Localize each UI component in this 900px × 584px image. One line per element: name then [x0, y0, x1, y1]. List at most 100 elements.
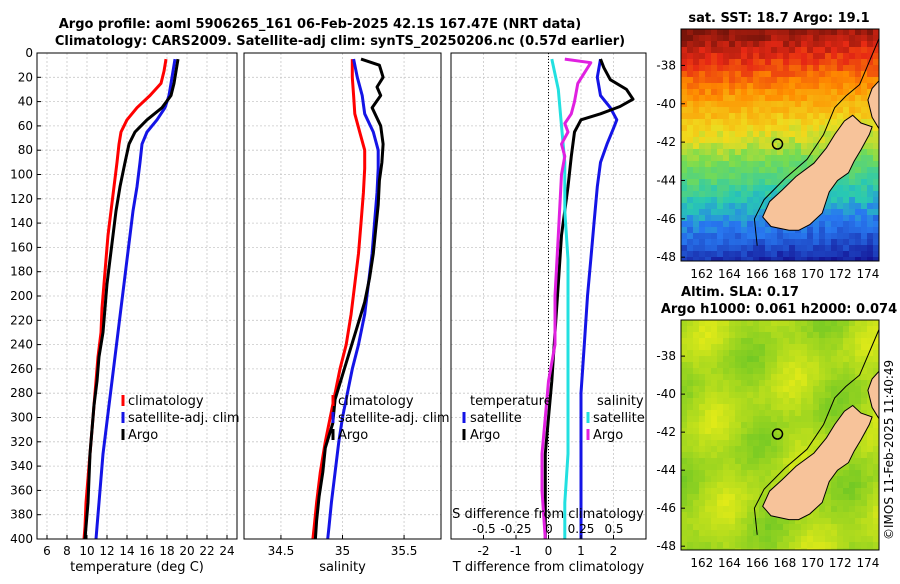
sst-map-cell [693, 101, 699, 107]
sla-map-cell [849, 524, 855, 530]
sla-map-frame [680, 319, 880, 551]
sst-map-cell [735, 143, 741, 149]
sla-map-cell [867, 446, 873, 452]
sst-map-cell [849, 239, 855, 245]
sst-map-cell [735, 185, 741, 191]
sla-map-cell [717, 368, 723, 374]
sla-map-cell [807, 440, 813, 446]
difference-profile-xtick-label: 2 [610, 544, 618, 558]
temperature-profile-xtick-label: 20 [179, 544, 194, 558]
sla-map-cell [861, 404, 867, 410]
sla-map-cell [801, 440, 807, 446]
sla-map-cell [753, 374, 759, 380]
sla-map-cell [705, 512, 711, 518]
sla-map-cell [753, 338, 759, 344]
sla-map-cell [873, 518, 879, 524]
sst-map-cell [873, 191, 879, 197]
sst-map-cell [783, 161, 789, 167]
sst-map-cell [825, 101, 831, 107]
sla-map-cell [807, 380, 813, 386]
sst-map-cell [711, 113, 717, 119]
sst-map-cell [849, 209, 855, 215]
sst-map-cell [729, 197, 735, 203]
sst-map-cell [687, 245, 693, 251]
sla-map-cell [771, 326, 777, 332]
sla-map-cell [729, 380, 735, 386]
sst-map-cell [729, 155, 735, 161]
sla-map-cell [729, 494, 735, 500]
sla-map-cell [687, 446, 693, 452]
sla-map-cell [819, 320, 825, 326]
sla-map-cell [855, 362, 861, 368]
sst-map-cell [765, 167, 771, 173]
sla-map-cell [783, 422, 789, 428]
sla-map-title-2: Argo h1000: 0.061 h2000: 0.074 [661, 302, 897, 317]
sst-map-cell [873, 53, 879, 59]
sla-map-cell [855, 332, 861, 338]
sla-map-cell [795, 374, 801, 380]
sst-map-cell [747, 209, 753, 215]
sla-map-cell [783, 380, 789, 386]
sst-map-cell [735, 173, 741, 179]
sst-map-cell [771, 77, 777, 83]
sst-map-cell [735, 53, 741, 59]
sla-map-cell [855, 470, 861, 476]
sla-map-cell [693, 386, 699, 392]
sst-map-cell [753, 215, 759, 221]
sla-map-cell [705, 392, 711, 398]
salinity-profile-xlabel: salinity [319, 560, 366, 575]
sla-map-cell [843, 368, 849, 374]
sst-map-cell [819, 137, 825, 143]
sst-map-cell [831, 197, 837, 203]
sla-map-cell [807, 416, 813, 422]
sla-map-xtick-label: 164 [718, 556, 741, 570]
sst-map-cell [801, 143, 807, 149]
sla-map-cell [873, 446, 879, 452]
sla-map-cell [717, 488, 723, 494]
sst-map-cell [861, 65, 867, 71]
sst-map-cell [795, 101, 801, 107]
sst-map-cell [801, 71, 807, 77]
sla-map-cell [741, 404, 747, 410]
sla-map-cell [795, 320, 801, 326]
sst-map-cell [813, 149, 819, 155]
sst-map-cell [693, 89, 699, 95]
sla-map-cell [849, 362, 855, 368]
sla-map-cell [729, 476, 735, 482]
sla-map-cell [735, 338, 741, 344]
difference-profile-xtick-label: -1 [510, 544, 522, 558]
sla-map-cell [849, 500, 855, 506]
sst-map-cell [741, 89, 747, 95]
sla-map-cell [717, 374, 723, 380]
sst-map-cell [819, 65, 825, 71]
sst-map-cell [771, 233, 777, 239]
sla-map-cell [741, 512, 747, 518]
sla-map-cell [717, 398, 723, 404]
sla-map-cell [753, 500, 759, 506]
sla-map-cell [705, 458, 711, 464]
sst-map-cell [777, 173, 783, 179]
sst-map-cell [741, 41, 747, 47]
sla-map-cell [831, 410, 837, 416]
sla-map-cell [693, 476, 699, 482]
sst-map-cell [765, 113, 771, 119]
sst-map-cell [801, 77, 807, 83]
sla-map-cell [861, 344, 867, 350]
sst-map-cell [819, 71, 825, 77]
sla-map-cell [825, 488, 831, 494]
sla-map-cell [711, 356, 717, 362]
sst-map-cell [807, 77, 813, 83]
sla-map-cell [681, 344, 687, 350]
sla-map-cell [771, 368, 777, 374]
sst-map-cell [771, 131, 777, 137]
sst-map-cell [735, 119, 741, 125]
sst-map-cell [723, 47, 729, 53]
sla-map-cell [711, 362, 717, 368]
sla-map-cell [753, 458, 759, 464]
sst-map-cell [861, 197, 867, 203]
sst-map-cell [741, 65, 747, 71]
sst-map-cell [867, 149, 873, 155]
sla-map-cell [687, 506, 693, 512]
temperature-profile-xtick-label: 16 [139, 544, 154, 558]
sla-map-cell [819, 428, 825, 434]
